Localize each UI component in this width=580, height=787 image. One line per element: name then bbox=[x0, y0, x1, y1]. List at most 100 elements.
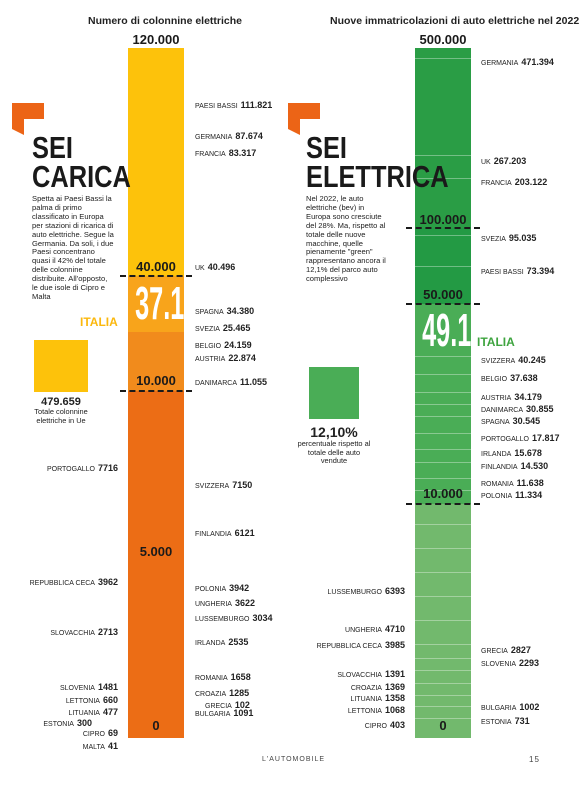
left-country-name: ROMANIA bbox=[195, 675, 228, 682]
left-tick-5000: 5.000 bbox=[139, 544, 173, 559]
right-bar-gridline bbox=[415, 670, 471, 671]
left-country-value: 102 bbox=[234, 700, 250, 710]
right-country-label: UK 267.203 bbox=[481, 156, 526, 168]
right-title-line2: ELETTRICA bbox=[306, 159, 449, 194]
left-country-name: GRECIA bbox=[205, 703, 232, 710]
right-country-label: GERMANIA 471.394 bbox=[481, 57, 554, 69]
right-country-value: 2827 bbox=[510, 645, 531, 655]
left-country-name: IRLANDA bbox=[195, 640, 226, 647]
left-country-value: 87.674 bbox=[235, 131, 263, 141]
left-country-label: GERMANIA 87.674 bbox=[195, 131, 263, 143]
left-country-value: 111.821 bbox=[240, 100, 273, 110]
left-country-value: 1285 bbox=[229, 688, 250, 698]
left-country-value: 660 bbox=[102, 695, 118, 705]
right-bar-gridline bbox=[415, 490, 471, 491]
right-country-value: 4710 bbox=[384, 624, 405, 634]
left-country-label: MALTA 41 bbox=[83, 741, 118, 753]
right-country-label: LETTONIA 1068 bbox=[348, 705, 405, 717]
right-country-value: 73.394 bbox=[526, 266, 555, 276]
left-country-label: BELGIO 24.159 bbox=[195, 340, 252, 352]
left-country-name: SLOVACCHIA bbox=[50, 630, 95, 637]
right-bar-gridline bbox=[415, 178, 471, 179]
left-country-value: 1091 bbox=[233, 708, 254, 718]
right-italia-value: 49.179 bbox=[422, 304, 500, 356]
left-separator-10000 bbox=[120, 390, 192, 392]
left-country-value: 22.874 bbox=[228, 353, 256, 363]
right-country-name: SLOVENIA bbox=[481, 661, 517, 668]
right-country-value: 1391 bbox=[384, 669, 405, 679]
left-bar-segment-upper bbox=[128, 276, 184, 332]
left-country-label: FRANCIA 83.317 bbox=[195, 148, 256, 160]
right-bar-gridline bbox=[415, 404, 471, 405]
right-country-value: 40.245 bbox=[518, 355, 546, 365]
right-bar-gridline bbox=[415, 449, 471, 450]
left-country-name: GERMANIA bbox=[195, 134, 233, 141]
right-country-label: SLOVENIA 2293 bbox=[481, 658, 539, 670]
left-country-name: FRANCIA bbox=[195, 151, 226, 158]
right-country-name: GRECIA bbox=[481, 648, 508, 655]
left-country-label: LUSSEMBURGO 3034 bbox=[195, 613, 273, 625]
left-italia-label: ITALIA bbox=[80, 315, 118, 329]
left-country-name: SVEZIA bbox=[195, 326, 220, 333]
right-country-value: 6393 bbox=[384, 586, 405, 596]
left-tick-10000: 10.000 bbox=[136, 373, 176, 388]
left-country-value: 11.055 bbox=[240, 377, 268, 387]
right-bar-gridline bbox=[415, 706, 471, 707]
right-country-value: 2293 bbox=[519, 658, 540, 668]
right-bar-segment-top bbox=[415, 48, 471, 228]
left-tick-120000: 120.000 bbox=[132, 32, 180, 47]
left-country-label: BULGARIA 1091 bbox=[195, 708, 253, 720]
left-country-label: LETTONIA 660 bbox=[66, 695, 118, 707]
right-tick-50000: 50.000 bbox=[423, 287, 463, 302]
right-country-name: SLOVACCHIA bbox=[337, 672, 382, 679]
left-country-value: 2535 bbox=[228, 637, 249, 647]
right-country-name: SVEZIA bbox=[481, 236, 506, 243]
left-country-name: CROAZIA bbox=[195, 691, 227, 698]
left-country-name: CIPRO bbox=[82, 731, 105, 738]
left-note: 479.659 Totale colonnine elettriche in U… bbox=[24, 396, 98, 425]
left-tick-40000: 40.000 bbox=[136, 259, 176, 274]
left-country-name: PAESI BASSI bbox=[195, 103, 238, 110]
left-country-label: ROMANIA 1658 bbox=[195, 672, 251, 684]
right-country-value: 11.638 bbox=[516, 478, 544, 488]
right-country-label: IRLANDA 15.678 bbox=[481, 448, 542, 460]
left-intro-text: Spetta ai Paesi Bassi la palma di primo … bbox=[32, 194, 114, 301]
left-country-name: ESTONIA bbox=[43, 721, 74, 728]
right-country-value: 3985 bbox=[384, 640, 405, 650]
right-country-label: SVIZZERA 40.245 bbox=[481, 355, 546, 367]
left-country-value: 41 bbox=[107, 741, 118, 751]
left-country-value: 300 bbox=[76, 718, 92, 728]
right-bar-gridline bbox=[415, 683, 471, 684]
right-bar-gridline bbox=[415, 416, 471, 417]
right-bar-gridline bbox=[415, 392, 471, 393]
right-country-name: GERMANIA bbox=[481, 60, 519, 67]
right-bar-segment-bottom bbox=[415, 504, 471, 738]
left-country-label: LITUANIA 477 bbox=[68, 707, 118, 719]
left-country-name: REPUBBLICA CECA bbox=[29, 580, 95, 587]
left-country-value: 7716 bbox=[97, 463, 118, 473]
left-country-value: 3622 bbox=[234, 598, 255, 608]
left-country-name: POLONIA bbox=[195, 586, 227, 593]
right-country-name: SPAGNA bbox=[481, 419, 510, 426]
left-country-value: 69 bbox=[107, 728, 118, 738]
left-country-label: IRLANDA 2535 bbox=[195, 637, 248, 649]
left-country-label: AUSTRIA 22.874 bbox=[195, 353, 256, 365]
left-country-label: POLONIA 3942 bbox=[195, 583, 249, 595]
left-country-label: ESTONIA 300 bbox=[43, 718, 92, 730]
right-country-label: UNGHERIA 4710 bbox=[345, 624, 405, 636]
left-note-text: Totale colonnine elettriche in Ue bbox=[34, 407, 88, 425]
right-country-label: SPAGNA 30.545 bbox=[481, 416, 540, 428]
right-country-value: 403 bbox=[389, 720, 405, 730]
right-country-name: FINLANDIA bbox=[481, 464, 518, 471]
right-separator-50000 bbox=[406, 303, 480, 305]
right-bar-gridline bbox=[415, 155, 471, 156]
right-country-value: 1369 bbox=[384, 682, 405, 692]
right-country-label: ESTONIA 731 bbox=[481, 716, 530, 728]
left-country-value: 25.465 bbox=[222, 323, 251, 333]
right-country-label: DANIMARCA 30.855 bbox=[481, 404, 554, 416]
left-country-value: 477 bbox=[102, 707, 118, 717]
right-note: 12,10% percentuale rispetto al totale de… bbox=[296, 424, 372, 466]
right-bar-gridline bbox=[415, 658, 471, 659]
right-bar-gridline bbox=[415, 596, 471, 597]
